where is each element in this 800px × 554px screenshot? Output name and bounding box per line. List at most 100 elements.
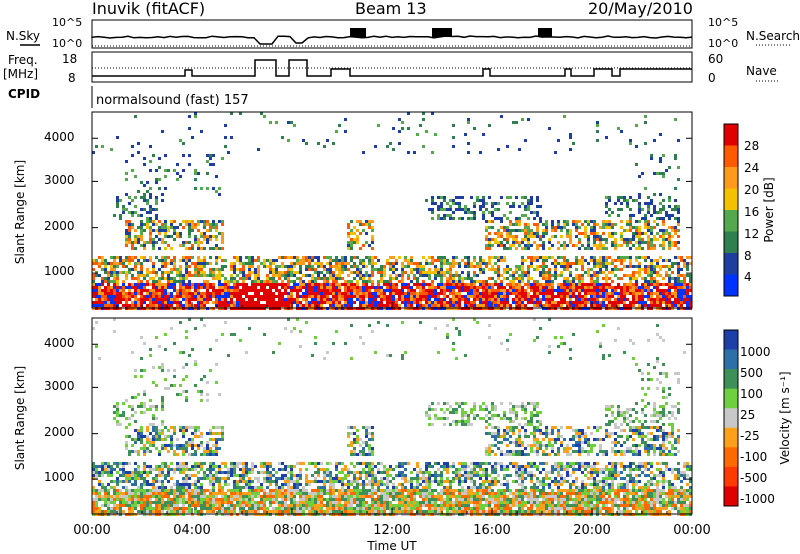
rti-cell xyxy=(368,295,371,298)
rti-cell xyxy=(140,226,143,229)
rti-cell xyxy=(452,289,455,292)
rti-cell xyxy=(188,280,191,283)
rti-cell xyxy=(209,268,212,271)
rti-cell xyxy=(227,483,230,486)
rti-cell xyxy=(92,262,95,265)
rti-cell xyxy=(659,292,662,295)
rti-cell xyxy=(461,277,464,280)
rti-cell xyxy=(308,274,311,277)
rti-cell xyxy=(536,205,539,208)
rti-cell xyxy=(122,211,125,214)
rti-cell xyxy=(686,286,689,289)
rti-cell xyxy=(116,277,119,280)
rti-cell xyxy=(611,301,614,304)
rti-cell xyxy=(218,292,221,295)
rti-cell xyxy=(194,501,197,504)
rti-cell xyxy=(227,286,230,289)
rti-cell xyxy=(221,247,224,250)
rti-cell xyxy=(572,244,575,247)
rti-cell xyxy=(224,471,227,474)
rti-cell xyxy=(143,298,146,301)
rti-cell xyxy=(650,232,653,235)
rti-cell xyxy=(341,277,344,280)
rti-cell xyxy=(386,286,389,289)
rti-cell xyxy=(146,295,149,298)
rti-cell xyxy=(266,492,269,495)
rti-cell xyxy=(197,268,200,271)
rti-cell xyxy=(266,471,269,474)
rti-cell xyxy=(116,483,119,486)
rti-cell xyxy=(605,262,608,265)
rti-cell xyxy=(389,295,392,298)
rti-cell xyxy=(119,256,122,259)
rti-cell xyxy=(92,462,95,465)
rti-cell xyxy=(491,205,494,208)
rti-cell xyxy=(674,208,677,211)
rti-cell xyxy=(515,217,518,220)
rti-cell xyxy=(125,274,128,277)
rti-cell xyxy=(209,447,212,450)
rti-cell xyxy=(227,468,230,471)
rti-cell xyxy=(644,265,647,268)
rti-cell xyxy=(146,483,149,486)
rti-cell xyxy=(581,265,584,268)
rti-cell xyxy=(533,295,536,298)
rti-cell xyxy=(194,265,197,268)
rti-cell xyxy=(497,301,500,304)
rti-cell xyxy=(590,268,593,271)
rti-cell xyxy=(431,283,434,286)
rti-cell xyxy=(623,199,626,202)
rti-cell xyxy=(371,286,374,289)
rti-cell xyxy=(206,399,209,402)
rti-cell xyxy=(506,271,509,274)
rti-cell xyxy=(140,292,143,295)
rti-cell xyxy=(440,301,443,304)
rti-cell xyxy=(473,202,476,205)
rti-cell xyxy=(287,277,290,280)
rti-cell xyxy=(272,489,275,492)
rti-cell xyxy=(215,259,218,262)
rti-cell xyxy=(239,480,242,483)
rti-cell xyxy=(365,289,368,292)
rti-cell xyxy=(122,510,125,513)
rti-cell xyxy=(401,283,404,286)
rti-cell xyxy=(149,145,152,148)
rti-cell xyxy=(518,220,521,223)
rti-cell xyxy=(512,235,515,238)
rti-cell xyxy=(278,342,281,345)
rti-cell xyxy=(485,202,488,205)
rti-cell xyxy=(485,289,488,292)
rti-cell xyxy=(479,280,482,283)
rti-cell xyxy=(563,301,566,304)
rti-cell xyxy=(638,241,641,244)
rti-cell xyxy=(527,286,530,289)
rti-cell xyxy=(392,271,395,274)
rti-cell xyxy=(317,265,320,268)
rti-cell xyxy=(677,247,680,250)
rti-cell xyxy=(608,283,611,286)
rti-cell xyxy=(551,292,554,295)
rti-cell xyxy=(242,298,245,301)
rti-cell xyxy=(371,268,374,271)
rti-cell xyxy=(281,498,284,501)
rti-cell xyxy=(338,271,341,274)
rti-cell xyxy=(269,498,272,501)
rti-cell xyxy=(152,480,155,483)
rti-cell xyxy=(302,286,305,289)
rti-cell xyxy=(245,510,248,513)
rti-cell xyxy=(107,510,110,513)
rti-cell xyxy=(155,196,158,199)
rti-cell xyxy=(608,196,611,199)
rti-cell xyxy=(308,286,311,289)
rti-cell xyxy=(221,438,224,441)
rti-cell xyxy=(638,256,641,259)
rti-cell xyxy=(230,495,233,498)
rti-cell xyxy=(137,450,140,453)
rti-cell xyxy=(182,277,185,280)
rti-cell xyxy=(536,292,539,295)
rti-cell xyxy=(269,271,272,274)
rti-cell xyxy=(671,244,674,247)
rti-cell xyxy=(122,468,125,471)
rti-cell xyxy=(155,417,158,420)
rti-cell xyxy=(425,274,428,277)
